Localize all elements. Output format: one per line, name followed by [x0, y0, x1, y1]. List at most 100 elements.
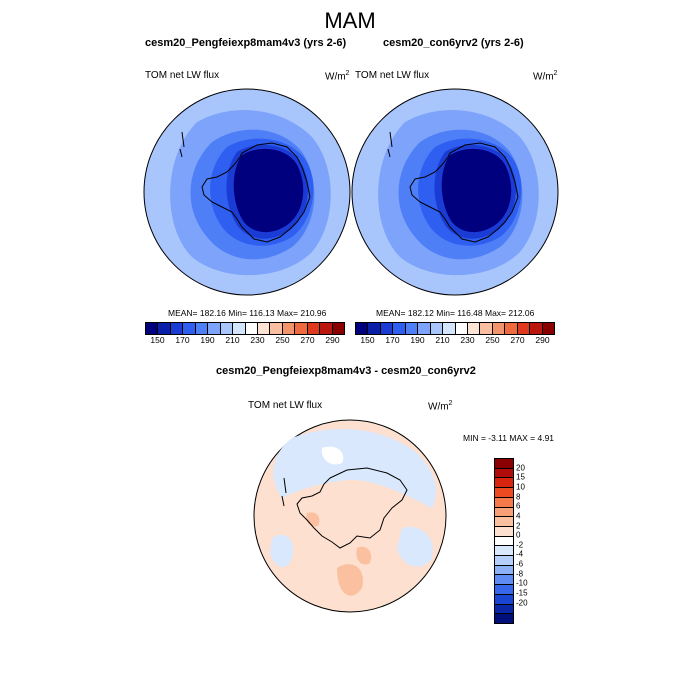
- colorbar-swatch: [245, 323, 258, 334]
- panel-1-colorbar: 150 170 190 210 230 250 270 290: [145, 322, 345, 347]
- colorbar-swatch: [220, 323, 234, 334]
- colorbar-swatch: [405, 323, 419, 334]
- colorbar-tick-label: 150: [360, 335, 375, 345]
- colorbar-swatch: [380, 323, 394, 334]
- colorbar-swatch: [455, 323, 468, 334]
- colorbar-swatch: [495, 594, 513, 605]
- colorbar-swatch: [542, 323, 554, 334]
- colorbar-swatch: [495, 585, 513, 595]
- colorbar-swatch: [495, 507, 513, 518]
- colorbar-tick-label: 6: [516, 501, 521, 511]
- colorbar-swatch: [195, 323, 209, 334]
- panel-2-colorbar: 150 170 190 210 230 250 270 290: [355, 322, 555, 347]
- colorbar-swatch: [356, 323, 369, 334]
- colorbar-swatch: [282, 323, 296, 334]
- colorbar-tick-label: 210: [225, 335, 240, 345]
- diff-polar-map: [253, 419, 447, 613]
- colorbar-swatch: [495, 526, 513, 537]
- colorbar-tick-label: -15: [516, 588, 528, 598]
- colorbar-tick-label: -8: [516, 569, 524, 579]
- colorbar-tick-label: 170: [175, 335, 190, 345]
- colorbar-swatch: [495, 478, 513, 489]
- colorbar-tick-label: -2: [516, 540, 524, 550]
- diff-colorbar: [494, 458, 514, 624]
- colorbar-swatch: [418, 323, 431, 334]
- panel-1-title: cesm20_Pengfeiexp8mam4v3 (yrs 2-6): [145, 37, 347, 49]
- colorbar-swatch: [170, 323, 184, 334]
- panel-2-title: cesm20_con6yrv2 (yrs 2-6): [383, 37, 524, 49]
- colorbar-swatch: [495, 575, 513, 586]
- colorbar-tick-label: 20: [516, 463, 525, 473]
- colorbar-swatch: [295, 323, 308, 334]
- colorbar-swatch: [495, 488, 513, 498]
- colorbar-tick-label: 190: [200, 335, 215, 345]
- colorbar-swatch: [158, 323, 171, 334]
- colorbar-tick-label: 250: [275, 335, 290, 345]
- colorbar-swatch: [208, 323, 221, 334]
- colorbar-swatch: [320, 323, 333, 334]
- colorbar-tick-label: -6: [516, 559, 524, 569]
- panel-2-variable: TOM net LW flux: [355, 70, 430, 81]
- colorbar-tick-label: 210: [435, 335, 450, 345]
- colorbar-swatch: [530, 323, 543, 334]
- colorbar-tick-label: 15: [516, 472, 525, 482]
- colorbar-swatch: [480, 323, 493, 334]
- colorbar-swatch: [467, 323, 481, 334]
- colorbar-tick-label: 270: [300, 335, 315, 345]
- colorbar-tick-label: 2: [516, 521, 521, 531]
- panel-1-variable: TOM net LW flux: [145, 70, 220, 81]
- colorbar-swatch: [495, 604, 513, 615]
- colorbar-tick-label: 170: [385, 335, 400, 345]
- coastline: [296, 467, 408, 549]
- colorbar-swatch: [495, 565, 513, 576]
- colorbar-swatch: [307, 323, 321, 334]
- colorbar-tick-label: 290: [325, 335, 340, 345]
- panel-1-polar-map: [143, 88, 351, 296]
- colorbar-swatch: [495, 459, 513, 469]
- colorbar-swatch: [146, 323, 159, 334]
- colorbar-swatch: [495, 614, 513, 623]
- panel-1-units: W/m2: [325, 70, 350, 83]
- panel-2-stats: MEAN= 182.12 Min= 116.48 Max= 212.06: [376, 308, 535, 318]
- panel-1-stats: MEAN= 182.16 Min= 116.13 Max= 210.96: [168, 308, 327, 318]
- colorbar-tick-label: 0: [516, 530, 521, 540]
- diff-stats: MIN = -3.11 MAX = 4.91: [463, 433, 555, 443]
- diff-title: cesm20_Pengfeiexp8mam4v3 - cesm20_con6yr…: [216, 365, 476, 377]
- colorbar-swatch: [495, 536, 513, 547]
- colorbar-tick-label: 10: [516, 482, 525, 492]
- colorbar-swatch: [495, 468, 513, 479]
- colorbar-swatch: [505, 323, 518, 334]
- colorbar-tick-label: 230: [460, 335, 475, 345]
- colorbar-swatch: [183, 323, 196, 334]
- colorbar-tick-label: 150: [150, 335, 165, 345]
- colorbar-swatch: [270, 323, 283, 334]
- colorbar-swatch: [495, 517, 513, 527]
- colorbar-swatch: [495, 497, 513, 508]
- diff-colorbar-labels: 20 15 10 8 6 4 2 0 -2 -4 -6 -8 -10 -15 -20: [516, 458, 546, 622]
- colorbar-tick-label: -4: [516, 549, 524, 559]
- colorbar-swatch: [443, 323, 456, 334]
- colorbar-tick-label: -10: [516, 578, 528, 588]
- colorbar-swatch: [495, 556, 513, 566]
- colorbar-tick-label: -20: [516, 598, 528, 608]
- colorbar-tick-label: 4: [516, 511, 521, 521]
- colorbar-swatch: [368, 323, 381, 334]
- colorbar-swatch: [393, 323, 406, 334]
- colorbar-tick-label: 8: [516, 492, 521, 502]
- colorbar-tick-label: 290: [535, 335, 550, 345]
- page-title: MAM: [324, 8, 376, 33]
- colorbar-swatch: [430, 323, 444, 334]
- diff-units: W/m2: [428, 400, 453, 413]
- colorbar-swatch: [332, 323, 344, 334]
- colorbar-swatch: [517, 323, 531, 334]
- panel-2-units: W/m2: [533, 70, 558, 83]
- colorbar-tick-label: 230: [250, 335, 265, 345]
- colorbar-tick-label: 190: [410, 335, 425, 345]
- colorbar-swatch: [495, 546, 513, 557]
- colorbar-tick-label: 250: [485, 335, 500, 345]
- colorbar-swatch: [257, 323, 271, 334]
- colorbar-swatch: [492, 323, 506, 334]
- panel-2-polar-map: [351, 88, 559, 296]
- coastline: [409, 142, 519, 243]
- diff-variable: TOM net LW flux: [248, 400, 323, 411]
